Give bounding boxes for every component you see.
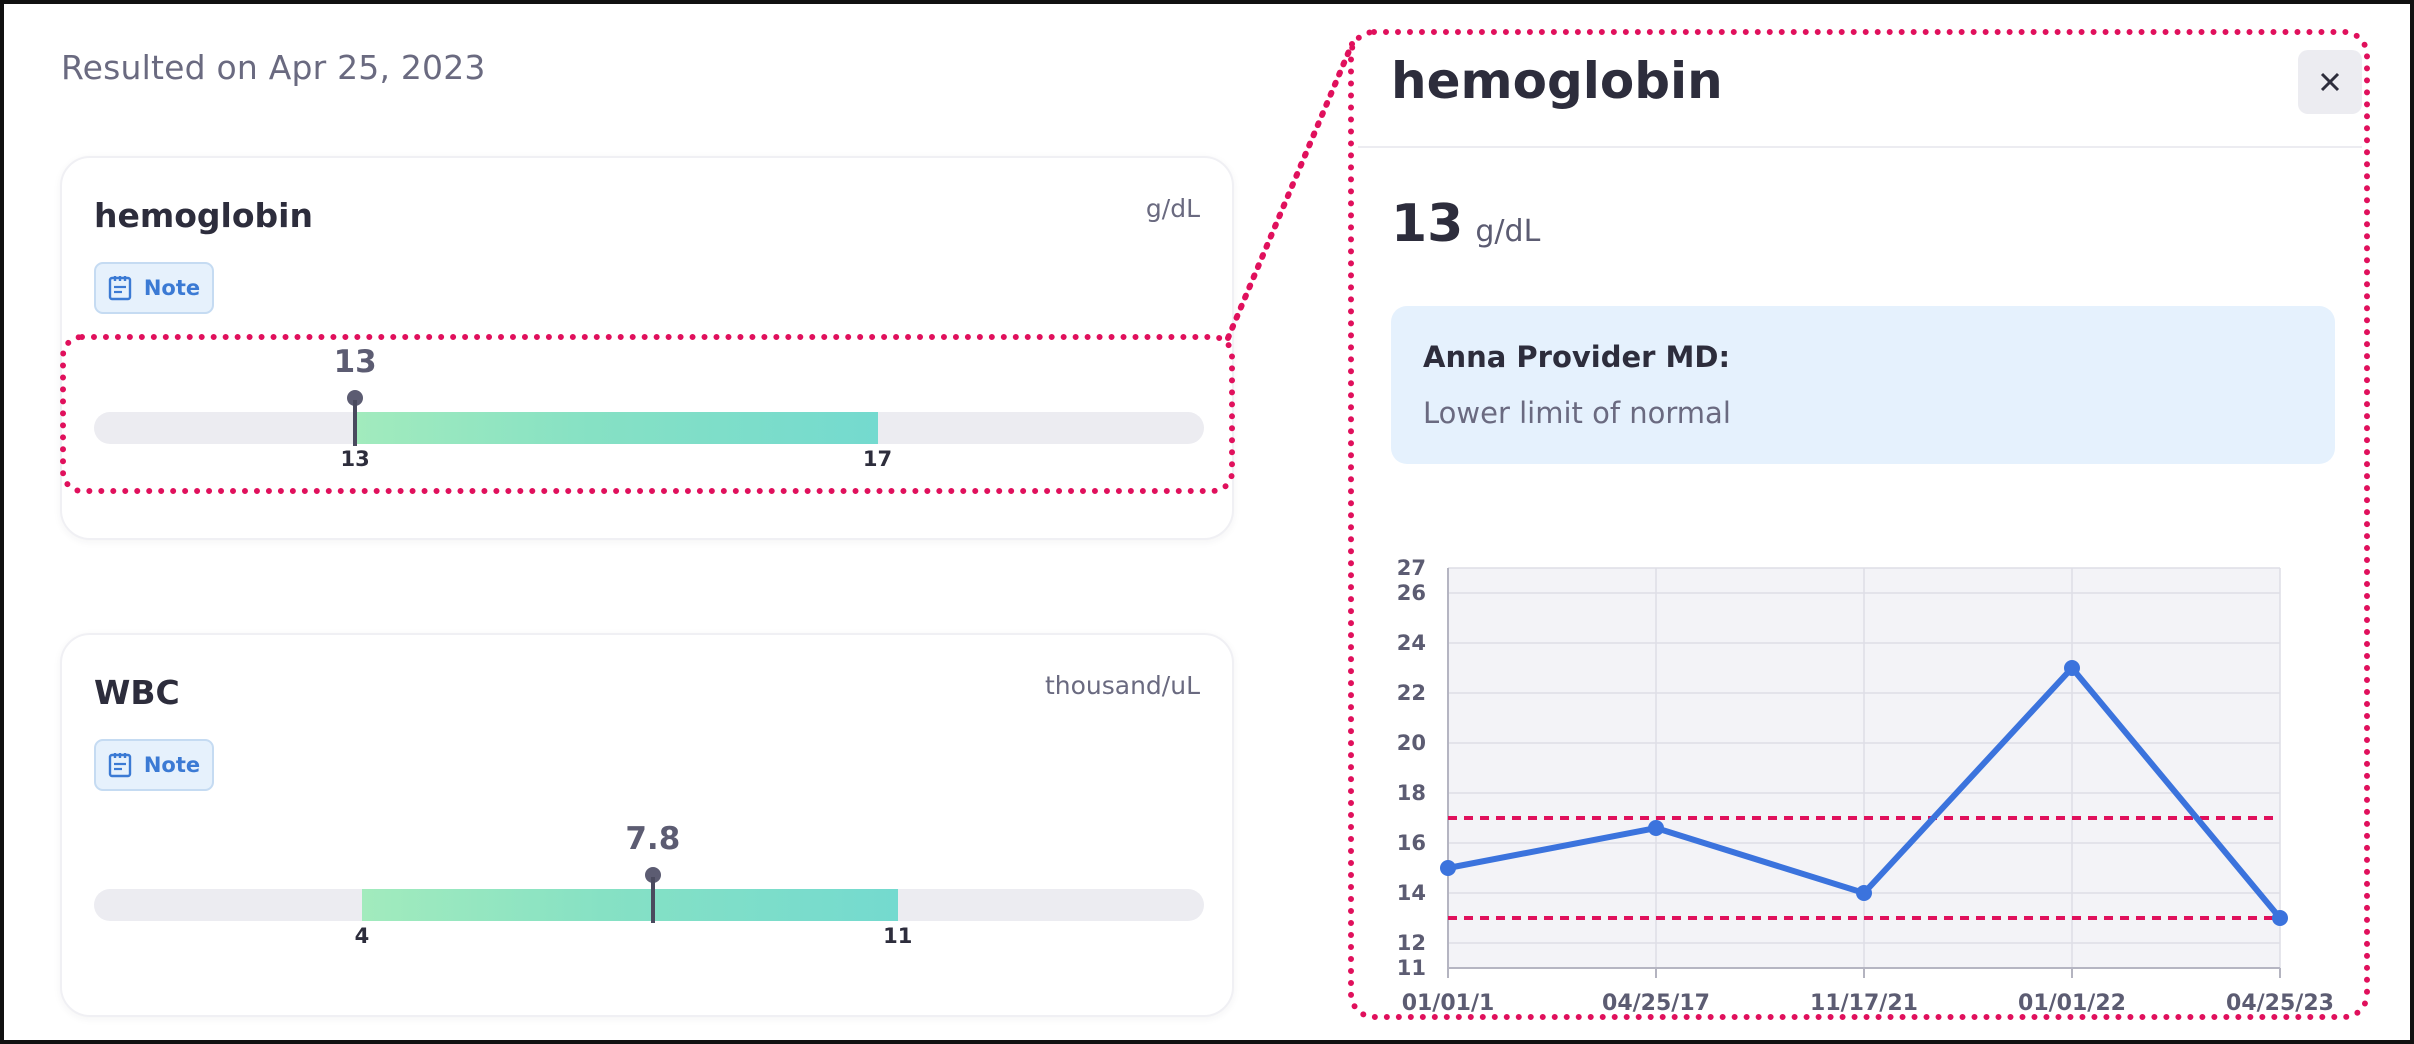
x-tick-label: 04/25/17 xyxy=(1602,991,1710,1013)
result-detail-panel: hemoglobin 13 g/dL Anna Provider MD: Low… xyxy=(1358,38,2362,1013)
result-marker-stem xyxy=(650,877,655,923)
result-value-label: 7.8 xyxy=(625,821,681,857)
y-tick-label: 12 xyxy=(1397,931,1426,955)
x-tick-label: 04/25/23 xyxy=(2226,991,2334,1013)
result-card-title: WBC xyxy=(94,673,180,712)
range-low-label: 13 xyxy=(340,447,370,471)
resulted-date-label: Resulted on Apr 25, 2023 xyxy=(61,48,486,87)
y-tick-label: 14 xyxy=(1397,881,1426,905)
note-author: Anna Provider MD: xyxy=(1423,340,1731,374)
result-card-unit: thousand/uL xyxy=(1044,671,1200,700)
panel-value-unit: g/dL xyxy=(1475,214,1541,249)
result-marker-dot xyxy=(347,390,364,406)
y-tick-label: 24 xyxy=(1397,631,1426,655)
panel-divider xyxy=(1358,146,2362,148)
y-tick-label: 11 xyxy=(1397,956,1426,980)
close-button[interactable] xyxy=(2298,50,2362,114)
note-text: Lower limit of normal xyxy=(1423,396,1731,430)
result-card-wbc[interactable]: WBC thousand/uL Note 4 11 7.8 xyxy=(60,633,1234,1017)
result-card-unit: g/dL xyxy=(1145,194,1200,223)
provider-note: Anna Provider MD: Lower limit of normal xyxy=(1391,306,2335,464)
notepad-icon xyxy=(108,753,132,778)
y-tick-label: 16 xyxy=(1397,831,1426,855)
result-card-hemoglobin[interactable]: hemoglobin g/dL Note 13 17 13 xyxy=(60,156,1234,540)
range-bar xyxy=(94,889,1204,921)
result-marker-stem xyxy=(353,400,358,446)
normal-range-fill xyxy=(355,412,878,444)
note-button[interactable]: Note xyxy=(94,739,214,791)
range-high-label: 11 xyxy=(883,924,913,948)
panel-result-value: 13 g/dL xyxy=(1391,194,1540,254)
panel-title: hemoglobin xyxy=(1391,52,1723,110)
panel-value-number: 13 xyxy=(1391,194,1464,254)
note-button-label: Note xyxy=(143,753,201,777)
data-point xyxy=(1856,885,1872,901)
data-point xyxy=(1648,820,1664,836)
notepad-icon xyxy=(108,276,132,301)
y-tick-label: 18 xyxy=(1397,781,1426,805)
result-value-label: 13 xyxy=(333,344,377,380)
data-point xyxy=(2064,660,2080,676)
result-card-title: hemoglobin xyxy=(94,196,313,235)
x-tick-label: 11/17/21 xyxy=(1810,991,1918,1013)
y-tick-label: 22 xyxy=(1397,681,1426,705)
y-tick-label: 27 xyxy=(1397,556,1426,580)
range-high-label: 17 xyxy=(862,447,893,471)
x-tick-label: 01/01/22 xyxy=(2018,991,2126,1013)
note-button[interactable]: Note xyxy=(94,262,214,314)
y-tick-label: 26 xyxy=(1397,581,1426,605)
x-tick-label: 01/01/1 xyxy=(1402,991,1495,1013)
normal-range-fill xyxy=(361,889,898,921)
close-icon xyxy=(2320,72,2340,92)
data-point xyxy=(2272,910,2288,926)
data-point xyxy=(1440,860,1456,876)
y-tick-label: 20 xyxy=(1397,731,1426,755)
note-button-label: Note xyxy=(143,276,201,300)
range-low-label: 4 xyxy=(354,924,370,948)
result-marker-dot xyxy=(644,867,661,883)
range-bar xyxy=(94,412,1204,444)
